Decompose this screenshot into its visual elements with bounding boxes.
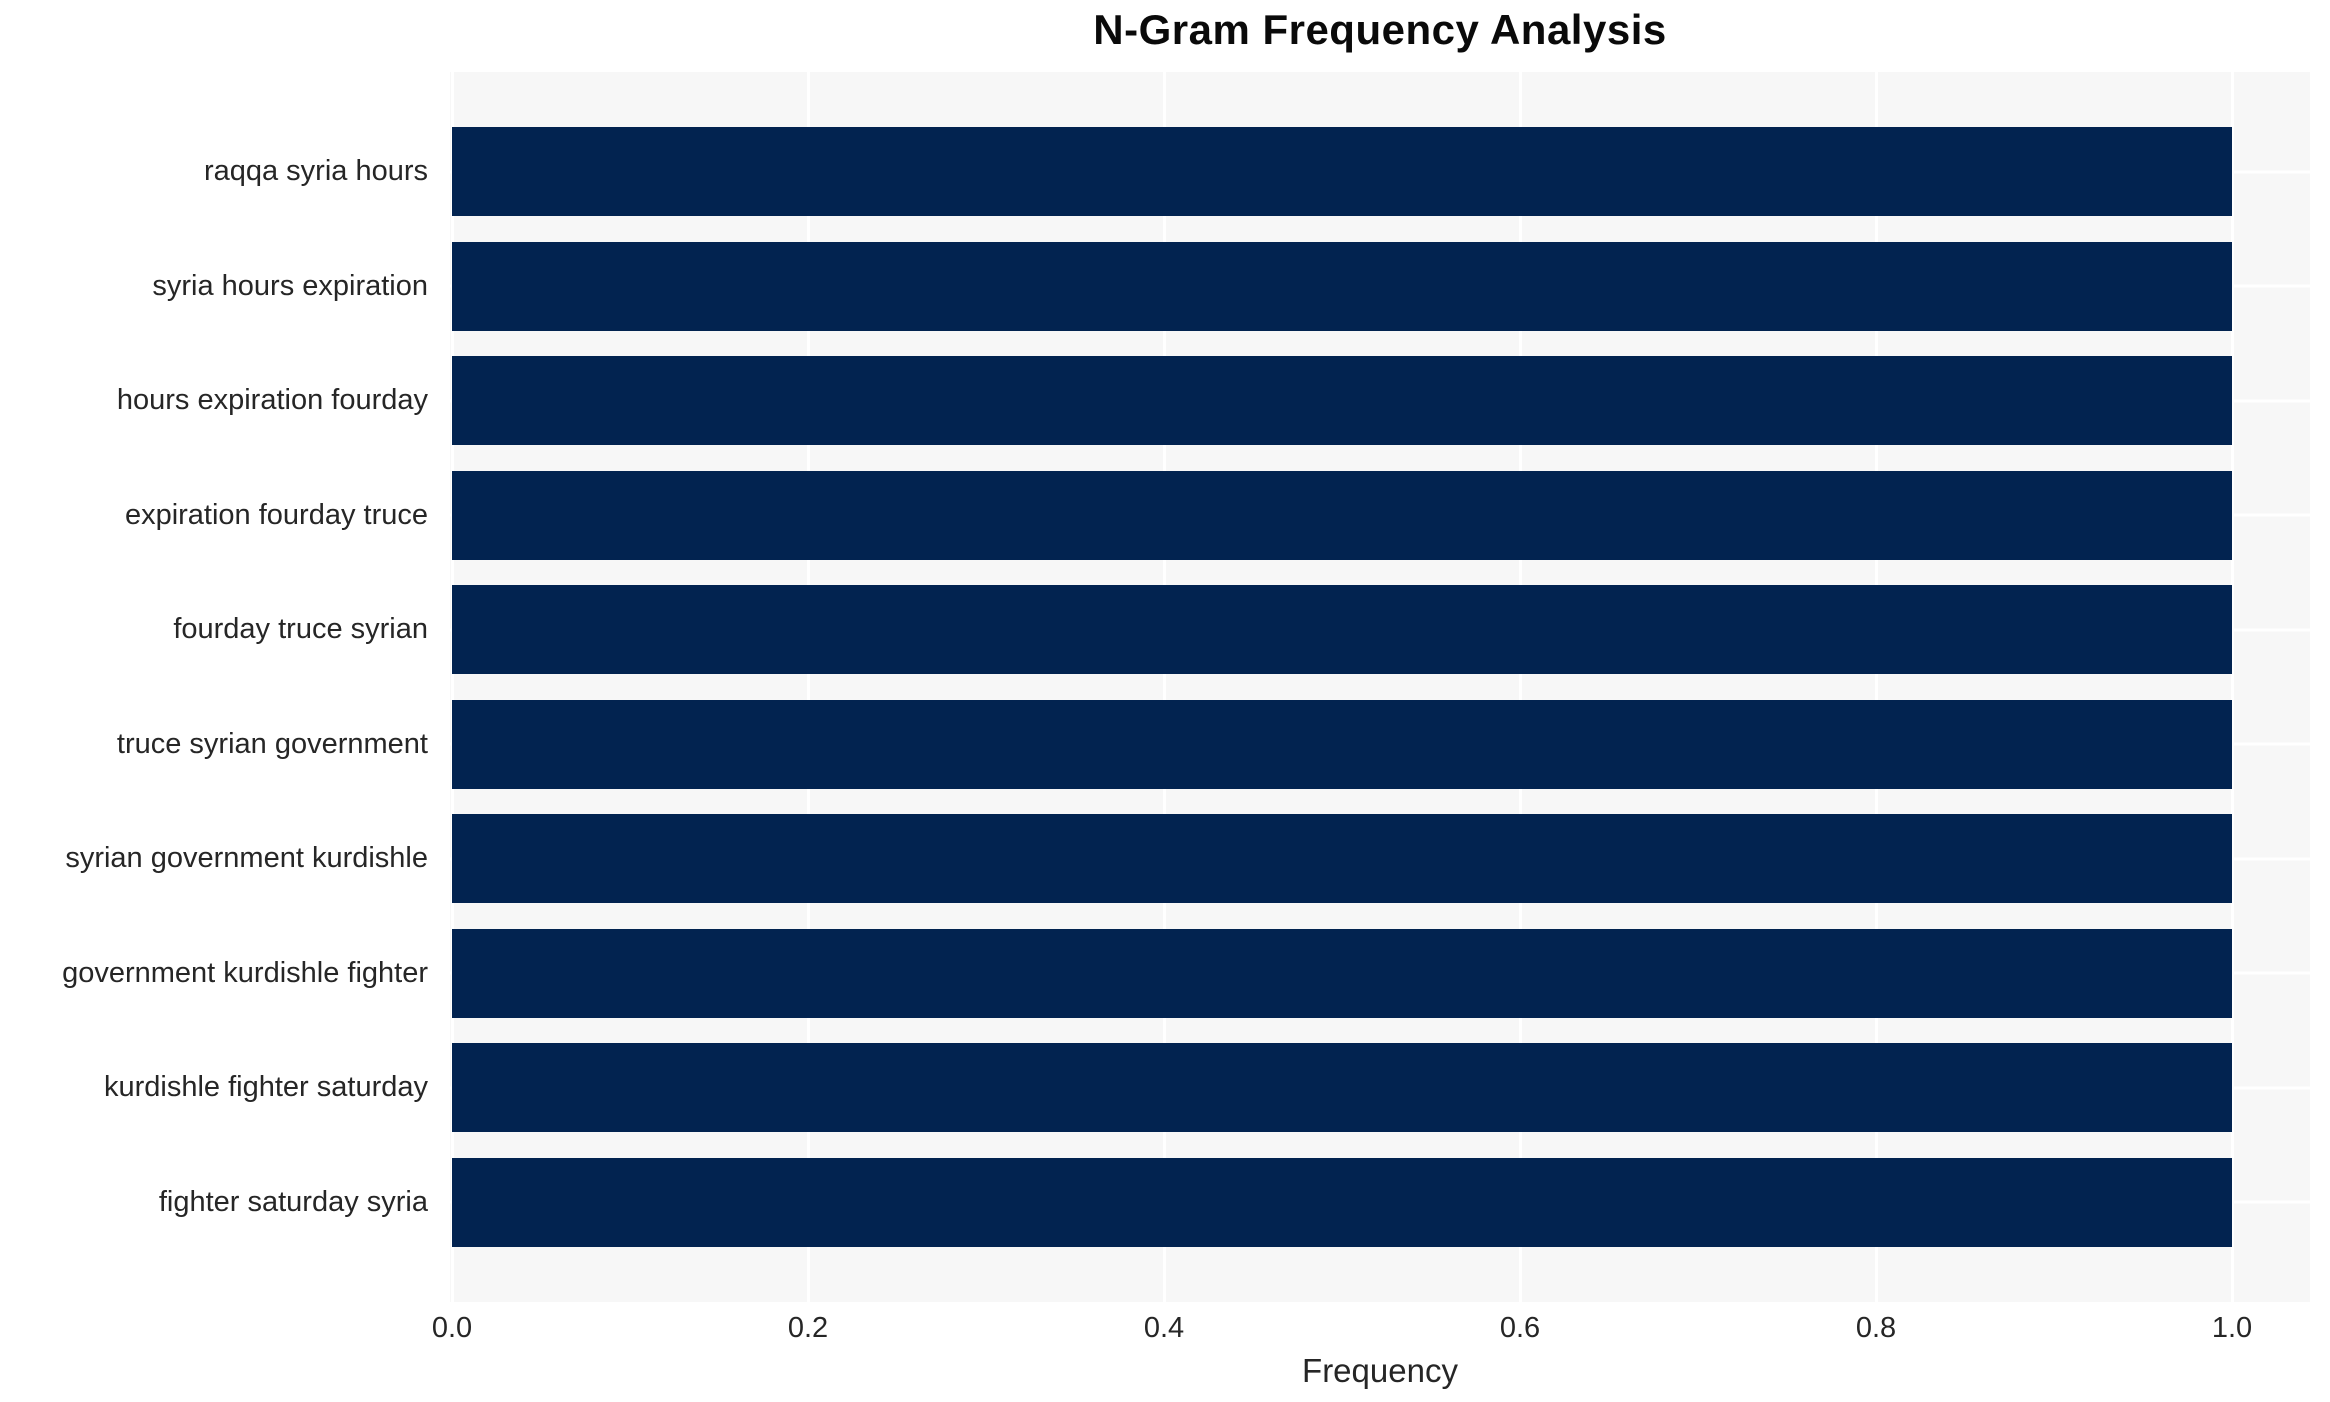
bar-row: [450, 585, 2310, 675]
bar-government-kurdishle-fighter: [452, 928, 2232, 1018]
y-tick-label: fourday truce syrian: [173, 613, 428, 646]
bar-expiration-fourday-truce: [452, 470, 2232, 560]
bar-row: [450, 241, 2310, 331]
bar-row: [450, 928, 2310, 1018]
bar-row: [450, 814, 2310, 904]
vertical-gridline: [1162, 72, 1166, 1302]
bar-row: [450, 699, 2310, 789]
bar-row: [450, 1157, 2310, 1247]
x-tick-label: 0.2: [787, 1312, 829, 1344]
vertical-gridline: [1518, 72, 1522, 1302]
x-tick-label: 0.6: [1499, 1312, 1541, 1344]
bar-rows: [450, 72, 2310, 1302]
y-tick-label: raqqa syria hours: [203, 155, 428, 187]
bar-raqqa-syria-hours: [452, 127, 2232, 216]
bar-truce-syrian-government: [452, 699, 2232, 789]
x-tick-label: 0.4: [1143, 1312, 1185, 1344]
vertical-gridline: [1874, 72, 1878, 1302]
x-axis-ticks: 0.0 0.2 0.4 0.6 0.8 1.0: [0, 1312, 2330, 1348]
vertical-gridline: [806, 72, 810, 1302]
y-tick-label: government kurdishle fighter: [62, 956, 428, 989]
x-tick-label: 1.0: [2211, 1312, 2253, 1344]
y-tick-label: truce syrian government: [116, 727, 428, 760]
y-tick-label: syrian government kurdishle: [65, 842, 428, 875]
y-tick-label: syria hours expiration: [152, 269, 428, 302]
chart-title: N-Gram Frequency Analysis: [1093, 6, 1667, 53]
bar-fighter-saturday-syria: [452, 1157, 2232, 1247]
y-tick-label: kurdishle fighter saturday: [104, 1071, 428, 1104]
y-tick-label: fighter saturday syria: [158, 1185, 428, 1218]
plot-area: [450, 72, 2310, 1302]
x-axis-label: Frequency: [1302, 1352, 1458, 1389]
bar-kurdishle-fighter-saturday: [452, 1043, 2232, 1133]
y-tick-label: expiration fourday truce: [124, 498, 428, 531]
x-tick-label: 0.0: [431, 1312, 473, 1344]
vertical-gridline: [2230, 72, 2234, 1302]
bar-hours-expiration-fourday: [452, 356, 2232, 446]
y-axis-labels: raqqa syria hours syria hours expiration h…: [0, 72, 440, 1302]
x-tick-label: 0.8: [1855, 1312, 1897, 1344]
bar-row: [450, 127, 2310, 216]
bar-row: [450, 470, 2310, 560]
bar-fourday-truce-syrian: [452, 585, 2232, 675]
bar-row: [450, 1043, 2310, 1133]
bar-row: [450, 356, 2310, 446]
vertical-gridline: [450, 72, 454, 1302]
y-tick-label: hours expiration fourday: [116, 384, 428, 417]
bar-syria-hours-expiration: [452, 241, 2232, 331]
bar-syrian-government-kurdishle: [452, 814, 2232, 904]
